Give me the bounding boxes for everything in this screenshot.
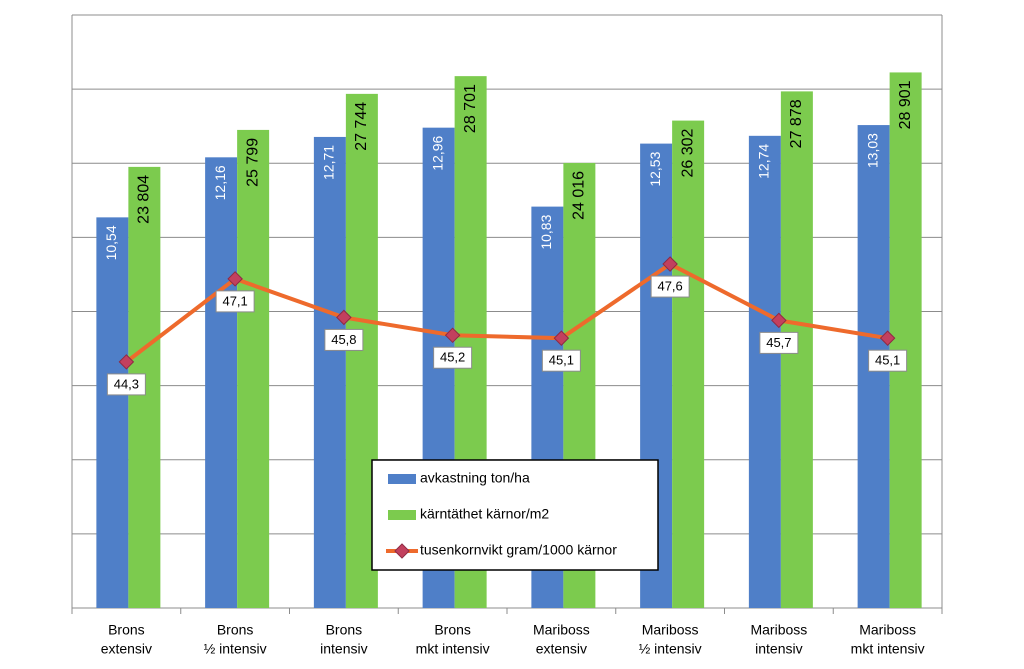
bar xyxy=(237,129,270,608)
x-tick-label: mkt intensiv xyxy=(851,641,925,657)
x-tick-label: mkt intensiv xyxy=(416,641,490,657)
marker xyxy=(444,327,461,343)
label-box xyxy=(433,346,473,369)
value-label: 10,83 xyxy=(538,214,554,249)
x-tick-label: intensiv xyxy=(755,641,802,657)
marker xyxy=(771,312,787,329)
x-tick-label: intensiv xyxy=(320,641,367,657)
value-label: 26 302 xyxy=(679,128,696,177)
value-label: 12,71 xyxy=(321,145,337,180)
marker xyxy=(879,330,896,346)
value-label: 13,03 xyxy=(864,133,880,168)
x-tick-label: Brons xyxy=(434,622,471,638)
legend-marker xyxy=(394,543,410,559)
value-label: 12,74 xyxy=(756,144,772,179)
x-tick-label: extensiv xyxy=(101,641,152,657)
line xyxy=(125,261,888,364)
bar xyxy=(889,72,922,608)
marker xyxy=(553,330,570,346)
bar xyxy=(205,157,238,608)
x-tick-label: Mariboss xyxy=(533,622,590,638)
value-label: 10,54 xyxy=(103,225,119,260)
legend-swatch xyxy=(388,474,416,484)
bar xyxy=(748,135,781,609)
value-label: 27 744 xyxy=(353,102,370,151)
value-label: 24 016 xyxy=(571,171,588,220)
marker xyxy=(227,271,243,287)
value-label: 12,16 xyxy=(212,165,228,200)
label-box xyxy=(541,349,581,372)
x-tick-label: Brons xyxy=(326,622,363,638)
value-label: 27 878 xyxy=(788,99,805,148)
x-tick-label: extensiv xyxy=(536,641,587,657)
x-tick-label: Mariboss xyxy=(750,622,807,638)
label-box xyxy=(868,349,908,372)
x-tick-label: Mariboss xyxy=(859,622,916,638)
legend-label: kärntäthet kärnor/m2 xyxy=(420,506,549,522)
x-tick-label: Brons xyxy=(217,622,254,638)
value-label: 47,6 xyxy=(657,278,682,293)
value-label: 45,1 xyxy=(875,353,900,368)
legend-swatch xyxy=(388,510,416,520)
x-tick-label: Mariboss xyxy=(642,622,699,638)
value-label: 12,96 xyxy=(429,135,445,170)
bar xyxy=(313,136,346,609)
value-label: 47,1 xyxy=(222,293,247,308)
x-tick-label: ½ intensiv xyxy=(204,641,267,657)
value-label: 28 901 xyxy=(897,80,914,129)
legend-label: avkastning ton/ha xyxy=(420,470,530,486)
marker xyxy=(118,354,135,370)
x-tick-label: ½ intensiv xyxy=(639,641,702,657)
value-label: 12,53 xyxy=(647,151,663,186)
value-label: 45,1 xyxy=(549,353,574,368)
value-label: 25 799 xyxy=(244,138,261,187)
legend: avkastning ton/ha kärntäthet kärnor/m2 tus… xyxy=(371,459,659,571)
value-label: 44,3 xyxy=(114,376,139,391)
marker xyxy=(662,256,678,272)
value-label: 45,8 xyxy=(331,332,356,347)
value-label: 23 804 xyxy=(136,175,153,224)
label-box xyxy=(324,328,364,351)
value-label: 45,2 xyxy=(440,350,465,365)
label-box xyxy=(759,331,799,354)
label-box xyxy=(650,275,690,298)
label-box xyxy=(106,373,146,396)
x-tick-label: Brons xyxy=(108,622,145,638)
legend-box xyxy=(371,459,659,571)
label-box xyxy=(215,290,255,313)
legend-label: tusenkornvikt gram/1000 kärnor xyxy=(420,542,617,558)
bar xyxy=(96,217,129,608)
value-label: 45,7 xyxy=(766,335,791,350)
bar xyxy=(672,120,705,608)
value-label: 28 701 xyxy=(462,84,479,133)
marker xyxy=(336,309,352,326)
